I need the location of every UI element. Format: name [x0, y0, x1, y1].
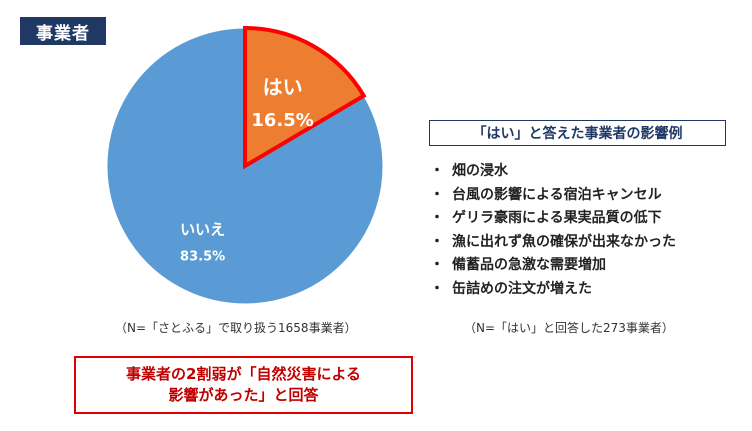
- sample-note-left: （N=「さとふる」で取り扱う1658事業者）: [115, 321, 357, 335]
- example-text: 台風の影響による宿泊キャンセル: [452, 186, 662, 203]
- examples-list: ・畑の浸水・台風の影響による宿泊キャンセル・ゲリラ豪雨による果実品質の低下・漁に…: [430, 160, 676, 301]
- slice-value-label: 16.5%: [251, 110, 313, 131]
- example-text: 備蓄品の急激な需要増加: [452, 257, 606, 273]
- example-item: ・缶詰めの注文が増えた: [430, 278, 676, 302]
- bullet-icon: ・: [430, 210, 444, 226]
- bullet-icon: ・: [430, 233, 444, 250]
- section-tag: 事業者: [20, 17, 106, 45]
- sample-note-right: （N=「はい」と回答した273事業者）: [464, 321, 674, 335]
- slice-value-label: 83.5%: [180, 249, 225, 264]
- examples-title: 「はい」と答えた事業者の影響例: [429, 120, 726, 146]
- example-item: ・備蓄品の急激な需要増加: [430, 254, 676, 278]
- example-text: 缶詰めの注文が増えた: [452, 280, 592, 297]
- example-text: ゲリラ豪雨による果実品質の低下: [452, 210, 662, 226]
- summary-callout: 事業者の2割弱が「自然災害による 影響があった」と回答: [74, 356, 413, 414]
- example-item: ・ゲリラ豪雨による果実品質の低下: [430, 207, 676, 231]
- example-text: 畑の浸水: [452, 163, 508, 179]
- example-item: ・漁に出れず魚の確保が出来なかった: [430, 231, 676, 255]
- slice-label: はい: [263, 75, 303, 99]
- slice-label: いいえ: [180, 220, 225, 238]
- bullet-icon: ・: [430, 257, 444, 273]
- bullet-icon: ・: [430, 280, 444, 297]
- bullet-icon: ・: [430, 163, 444, 179]
- example-text: 漁に出れず魚の確保が出来なかった: [452, 233, 676, 250]
- example-item: ・畑の浸水: [430, 160, 676, 184]
- bullet-icon: ・: [430, 186, 444, 203]
- callout-line-1: 事業者の2割弱が「自然災害による: [126, 365, 361, 383]
- callout-line-2: 影響があった」と回答: [168, 386, 319, 404]
- example-item: ・台風の影響による宿泊キャンセル: [430, 184, 676, 208]
- pie-slice: [243, 25, 367, 170]
